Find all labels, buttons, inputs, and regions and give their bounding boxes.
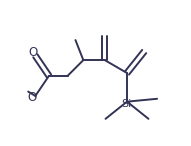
Text: Si: Si <box>121 99 131 109</box>
Text: O: O <box>29 46 38 59</box>
Text: O: O <box>27 91 36 104</box>
